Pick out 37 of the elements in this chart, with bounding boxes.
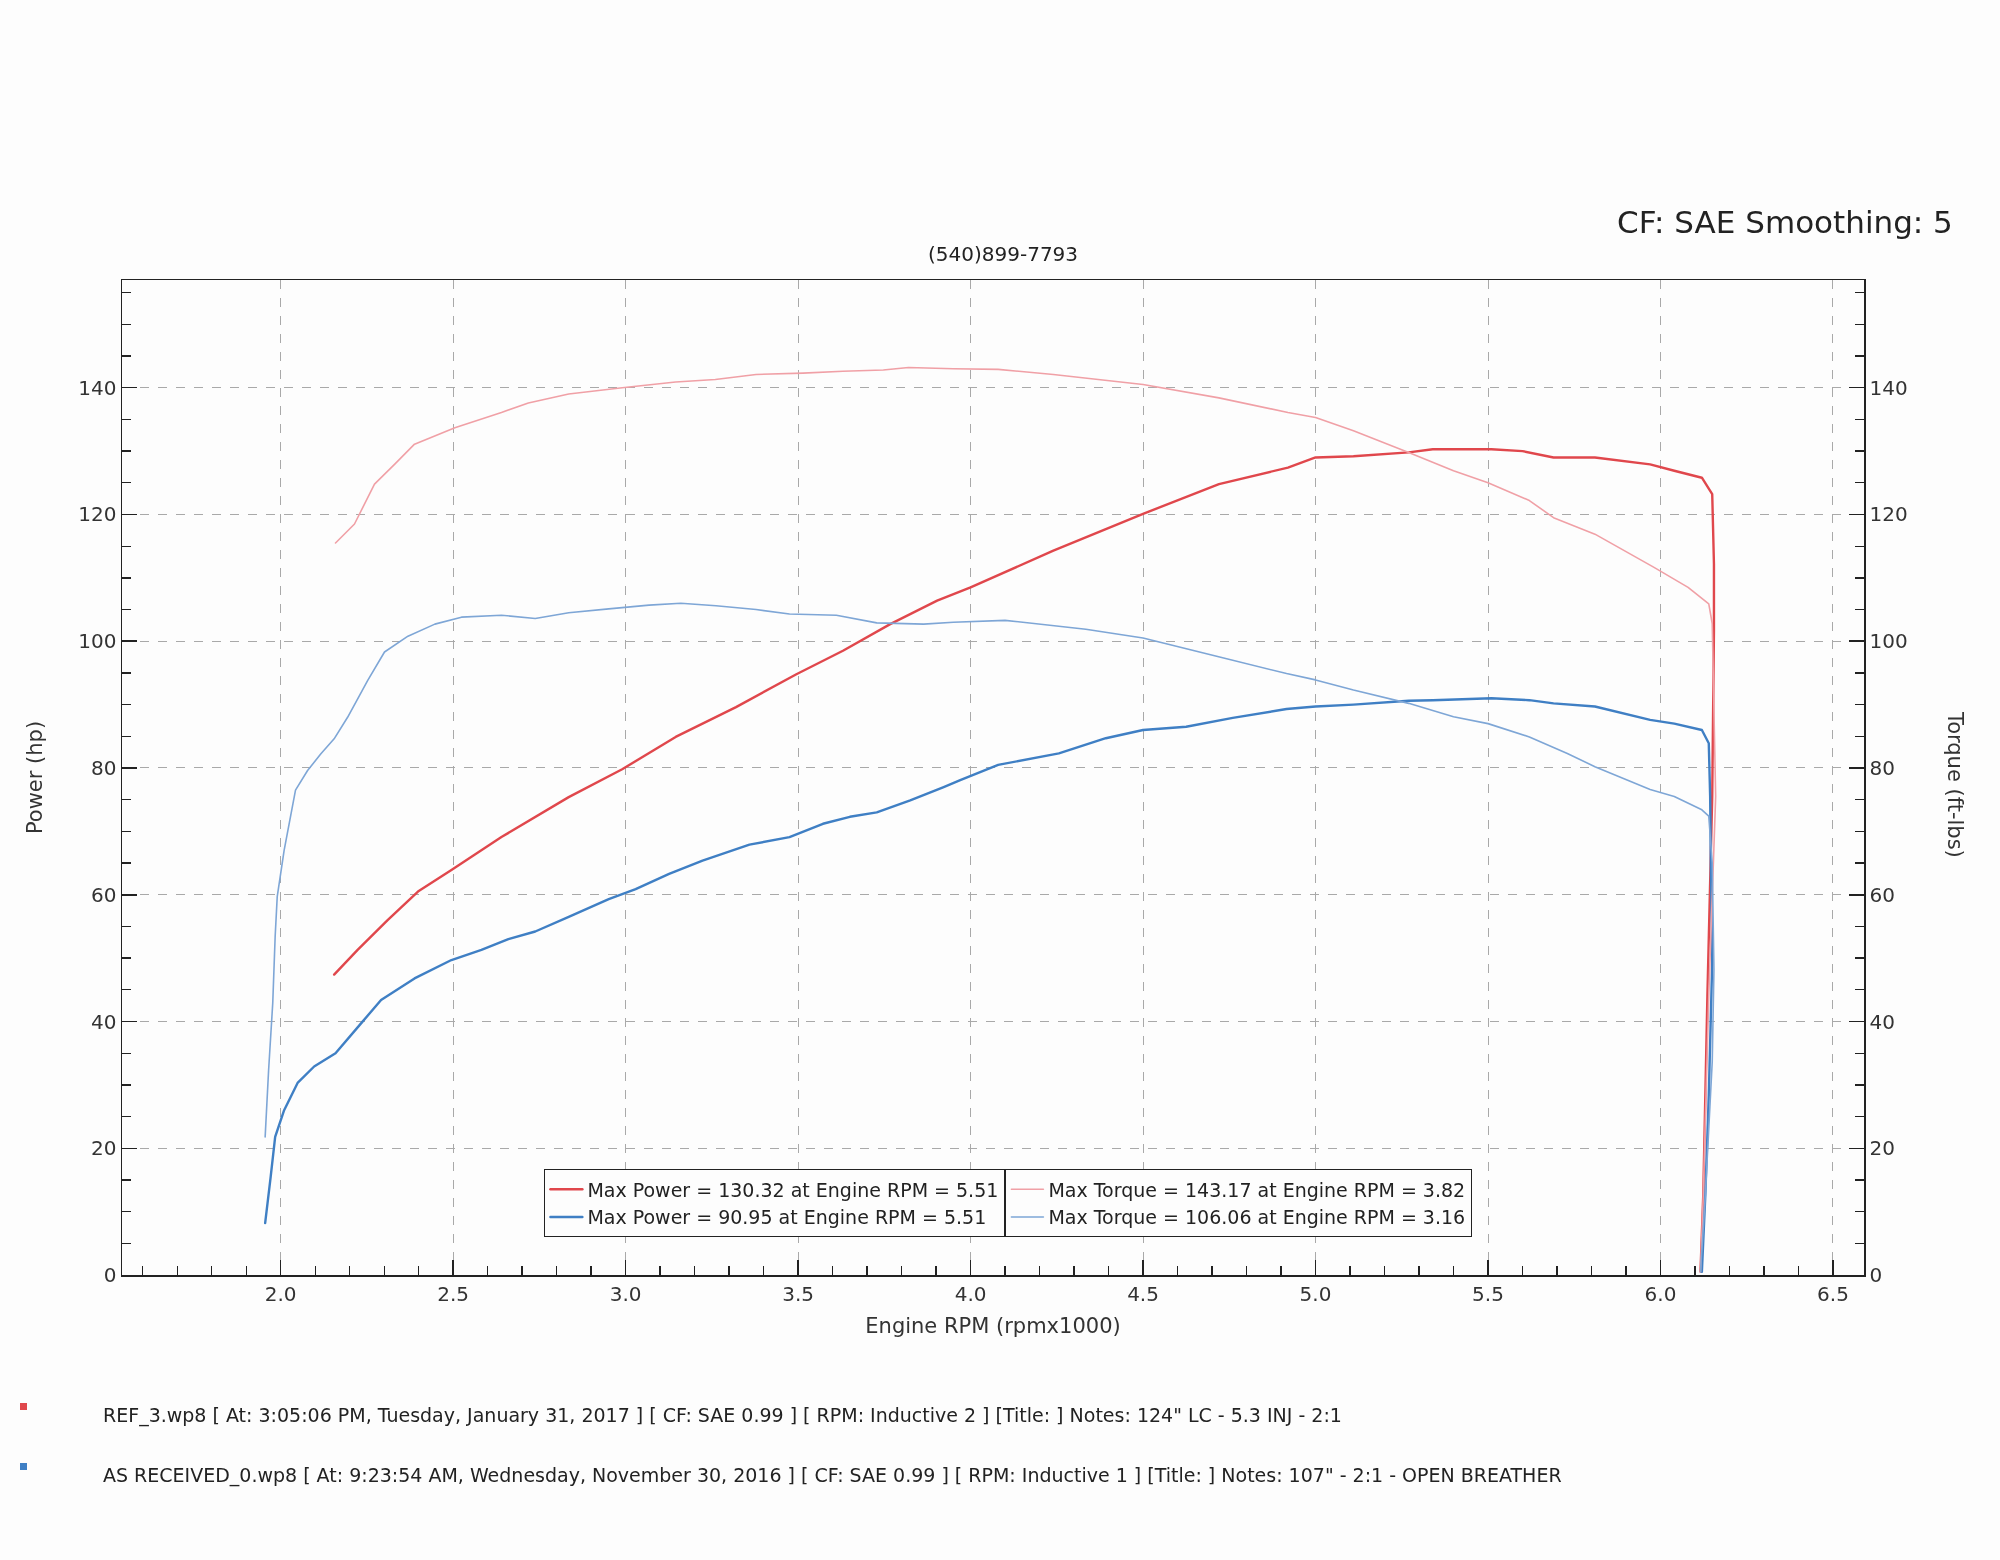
y2-tick-label: 20 xyxy=(1869,1136,1895,1161)
x-tick-label: 5.0 xyxy=(1299,1281,1332,1306)
y-axis-title: Power (hp) xyxy=(22,720,47,835)
y-tick-label: 100 xyxy=(78,629,117,654)
x-tick-label: 4.5 xyxy=(1127,1281,1159,1306)
x-tick-label: 2.5 xyxy=(437,1281,470,1306)
y-tick-label: 140 xyxy=(78,375,117,400)
x-tick-label: 3.5 xyxy=(782,1281,815,1306)
legend-label: Max Power = 90.95 at Engine RPM = 5.51 xyxy=(587,1206,987,1229)
legend-label: Max Torque = 106.06 at Engine RPM = 3.16 xyxy=(1048,1206,1466,1229)
text: REF_3.wp8 [ At: 3:05:06 PM, Tuesday, January 31, 2017 ] [ CF: SAE 0.99 ] [ RPM: Inductive 2 ] [Title: ] Notes: 124" LC - 5.3 INJ - 2:1 xyxy=(103,1404,1342,1426)
y-tick-label: 0 xyxy=(103,1263,117,1287)
y-tick-label: 40 xyxy=(91,1009,117,1034)
x-tick-label: 3.0 xyxy=(609,1281,642,1306)
x-tick-label: 4.0 xyxy=(954,1281,987,1306)
y-tick-label: 120 xyxy=(78,502,117,527)
y2-tick-label: 40 xyxy=(1869,1009,1895,1034)
y2-axis-title: Torque (ft-lbs) xyxy=(1943,710,1968,858)
x-tick-label: 6.0 xyxy=(1644,1281,1677,1306)
y-tick-label: 80 xyxy=(91,755,117,780)
x-tick-label: 5.5 xyxy=(1472,1281,1504,1306)
x-axis-title: Engine RPM (rpmx1000) xyxy=(865,1314,1121,1339)
text: CF: SAE Smoothing: 5 xyxy=(1617,204,1953,240)
y2-tick-label: 120 xyxy=(1869,502,1908,527)
y2-tick-label: 140 xyxy=(1869,375,1908,400)
y2-tick-label: 0 xyxy=(1869,1263,1883,1287)
y2-tick-label: 60 xyxy=(1869,882,1895,907)
legend-label: Max Power = 130.32 at Engine RPM = 5.51 xyxy=(587,1178,999,1201)
y-tick-label: 20 xyxy=(91,1136,117,1161)
x-tick-label: 2.0 xyxy=(264,1281,297,1306)
text: AS RECEIVED_0.wp8 [ At: 9:23:54 AM, Wednesday, November 30, 2016 ] [ CF: SAE 0.99 ] [ RPM: Inductive 1 ] [Title: ] Notes: 107" - 2:1 - OPEN BREATHER xyxy=(103,1464,1562,1486)
y2-tick-label: 80 xyxy=(1869,755,1895,780)
y2-tick-label: 100 xyxy=(1869,629,1908,654)
legend-label: Max Torque = 143.17 at Engine RPM = 3.82 xyxy=(1048,1178,1466,1201)
x-tick-label: 6.5 xyxy=(1817,1281,1849,1306)
text: (540)899-7793 xyxy=(928,242,1079,266)
y-tick-label: 60 xyxy=(91,882,117,907)
